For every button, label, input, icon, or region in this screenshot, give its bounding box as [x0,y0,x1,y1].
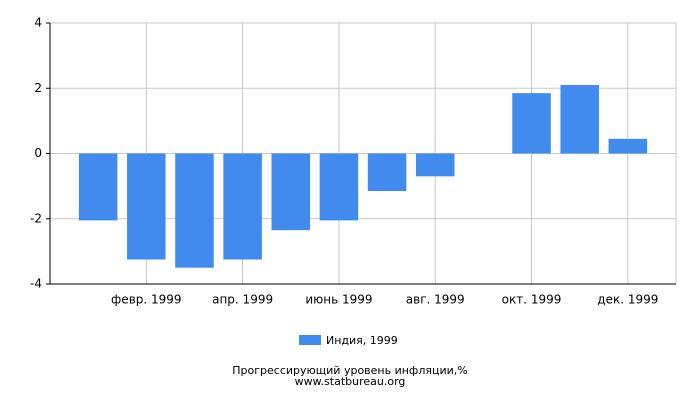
legend-label: Индия, 1999 [326,334,398,347]
y-tick-label: -2 [30,211,42,225]
y-tick-label: 4 [34,16,42,30]
bar [127,153,166,260]
bar [319,153,359,221]
legend-swatch [299,335,321,345]
y-tick-label: -4 [30,277,42,291]
x-tick-label: авг. 1999 [406,293,465,307]
y-tick-label: 0 [34,146,42,160]
x-tick-label: окт. 1999 [502,293,562,307]
y-tick-label: 2 [34,81,42,95]
x-tick-label: дек. 1999 [597,293,658,307]
bar [608,138,648,154]
bar [415,153,455,177]
chart-title: Прогрессирующий уровень инфляции,% [232,364,467,377]
chart-subtitle: www.statbureau.org [295,375,406,388]
bar [271,153,311,231]
bar [175,153,214,268]
bar [78,153,118,221]
x-tick-label: февр. 1999 [111,293,182,307]
bar [512,93,551,154]
bar [367,153,407,192]
x-tick-label: июнь 1999 [305,293,372,307]
bar [223,153,262,260]
bar [560,84,599,154]
x-tick-label: апр. 1999 [212,293,273,307]
